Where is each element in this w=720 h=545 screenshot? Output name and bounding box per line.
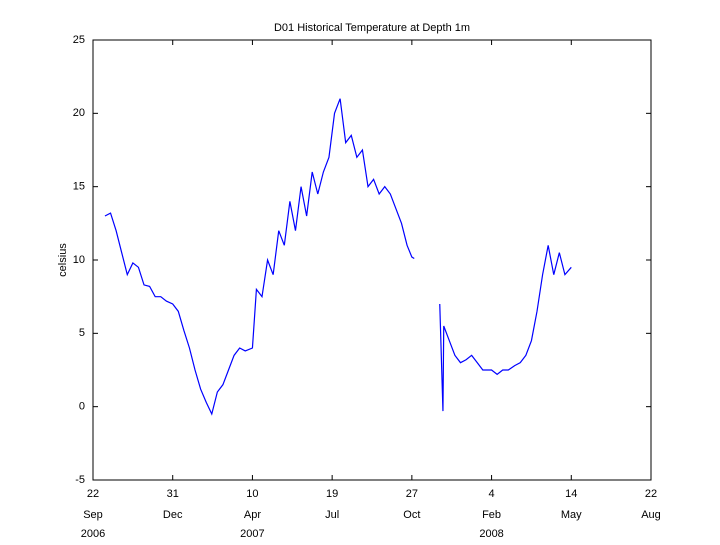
x-tick-month: Jul — [325, 509, 339, 521]
x-tick-year: 2006 — [81, 528, 105, 540]
chart-title: D01 Historical Temperature at Depth 1m — [274, 22, 470, 34]
y-axis-label: celsius — [57, 243, 69, 277]
y-tick-label: -5 — [75, 474, 85, 486]
y-tick-label: 25 — [73, 34, 85, 46]
x-tick-label: 22 — [645, 488, 657, 500]
x-tick-label: 19 — [326, 488, 338, 500]
x-tick-month: Aug — [641, 509, 661, 521]
x-tick-month: Sep — [83, 509, 103, 521]
y-tick-label: 10 — [73, 254, 85, 266]
x-tick-year: 2008 — [479, 528, 503, 540]
y-tick-label: 5 — [79, 327, 85, 339]
y-tick-label: 15 — [73, 181, 85, 193]
x-tick-label: 14 — [565, 488, 577, 500]
x-tick-label: 4 — [489, 488, 495, 500]
x-tick-month: Feb — [482, 509, 501, 521]
y-tick-label: 20 — [73, 107, 85, 119]
x-tick-month: Apr — [244, 509, 261, 521]
x-tick-year: 2007 — [240, 528, 264, 540]
x-tick-label: 10 — [246, 488, 258, 500]
x-tick-month: Dec — [163, 509, 183, 521]
temperature-line — [104, 98, 572, 416]
x-tick-month: Oct — [403, 509, 420, 521]
x-tick-label: 31 — [167, 488, 179, 500]
x-tick-month: May — [561, 509, 582, 521]
x-tick-label: 22 — [87, 488, 99, 500]
x-tick-label: 27 — [406, 488, 418, 500]
y-tick-label: 0 — [79, 401, 85, 413]
